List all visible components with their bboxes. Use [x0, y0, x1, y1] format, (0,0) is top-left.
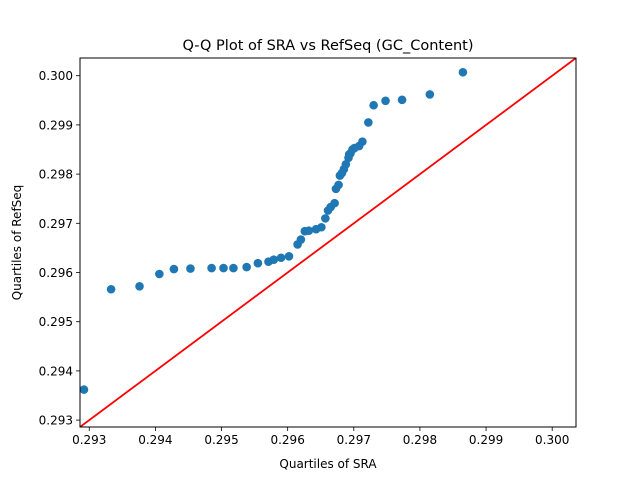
data-point [334, 180, 343, 190]
y-axis: 0.293 0.294 0.295 0.296 0.297 0.298 0.299 0.300 [39, 69, 80, 428]
data-point [186, 264, 195, 273]
data-point [381, 96, 390, 106]
data-point [397, 95, 407, 105]
data-point [229, 263, 238, 273]
data-point [219, 263, 228, 273]
y-tick-label: 0.299 [39, 118, 73, 132]
data-point [269, 255, 279, 265]
data-point [317, 222, 326, 232]
y-tick-label: 0.300 [39, 69, 73, 83]
data-point [135, 281, 144, 291]
x-tick-label: 0.297 [337, 433, 371, 447]
y-tick-label: 0.298 [39, 168, 73, 182]
x-tick-label: 0.296 [270, 433, 304, 447]
data-point [425, 90, 435, 99]
data-points [80, 67, 468, 394]
y-tick-label: 0.293 [39, 414, 73, 428]
data-point [80, 385, 89, 394]
data-point [169, 264, 179, 274]
data-point [458, 67, 468, 77]
plot-area [79, 57, 577, 428]
x-tick-label: 0.298 [403, 433, 437, 447]
chart-title: Q-Q Plot of SRA vs RefSeq (GC_Content) [182, 38, 473, 54]
data-point [284, 251, 294, 261]
data-point [369, 100, 378, 110]
y-tick-label: 0.296 [39, 266, 73, 280]
reference-line [80, 58, 576, 427]
data-point [296, 235, 306, 244]
x-tick-label: 0.295 [204, 433, 238, 447]
data-point [358, 137, 367, 146]
data-point [242, 262, 251, 272]
data-point [321, 214, 330, 223]
x-tick-label: 0.299 [469, 433, 503, 447]
x-tick-label: 0.300 [535, 433, 569, 447]
data-point [276, 253, 286, 263]
x-axis-label: Quartiles of SRA [279, 457, 377, 471]
plot-frame [79, 57, 577, 428]
x-axis: 0.293 0.294 0.295 0.296 0.297 0.298 0.299 0.300 [72, 427, 569, 447]
data-point [330, 198, 339, 208]
y-tick-label: 0.294 [39, 364, 73, 378]
data-point [253, 258, 263, 268]
data-point [364, 118, 373, 127]
x-tick-label: 0.293 [72, 433, 106, 447]
y-tick-label: 0.295 [39, 315, 73, 329]
data-point [106, 284, 116, 294]
y-axis-label: Quartiles of RefSeq [10, 185, 24, 301]
data-point [207, 263, 216, 273]
x-tick-label: 0.294 [138, 433, 172, 447]
y-tick-label: 0.297 [39, 217, 73, 231]
data-point [304, 226, 314, 235]
data-point [155, 269, 164, 279]
